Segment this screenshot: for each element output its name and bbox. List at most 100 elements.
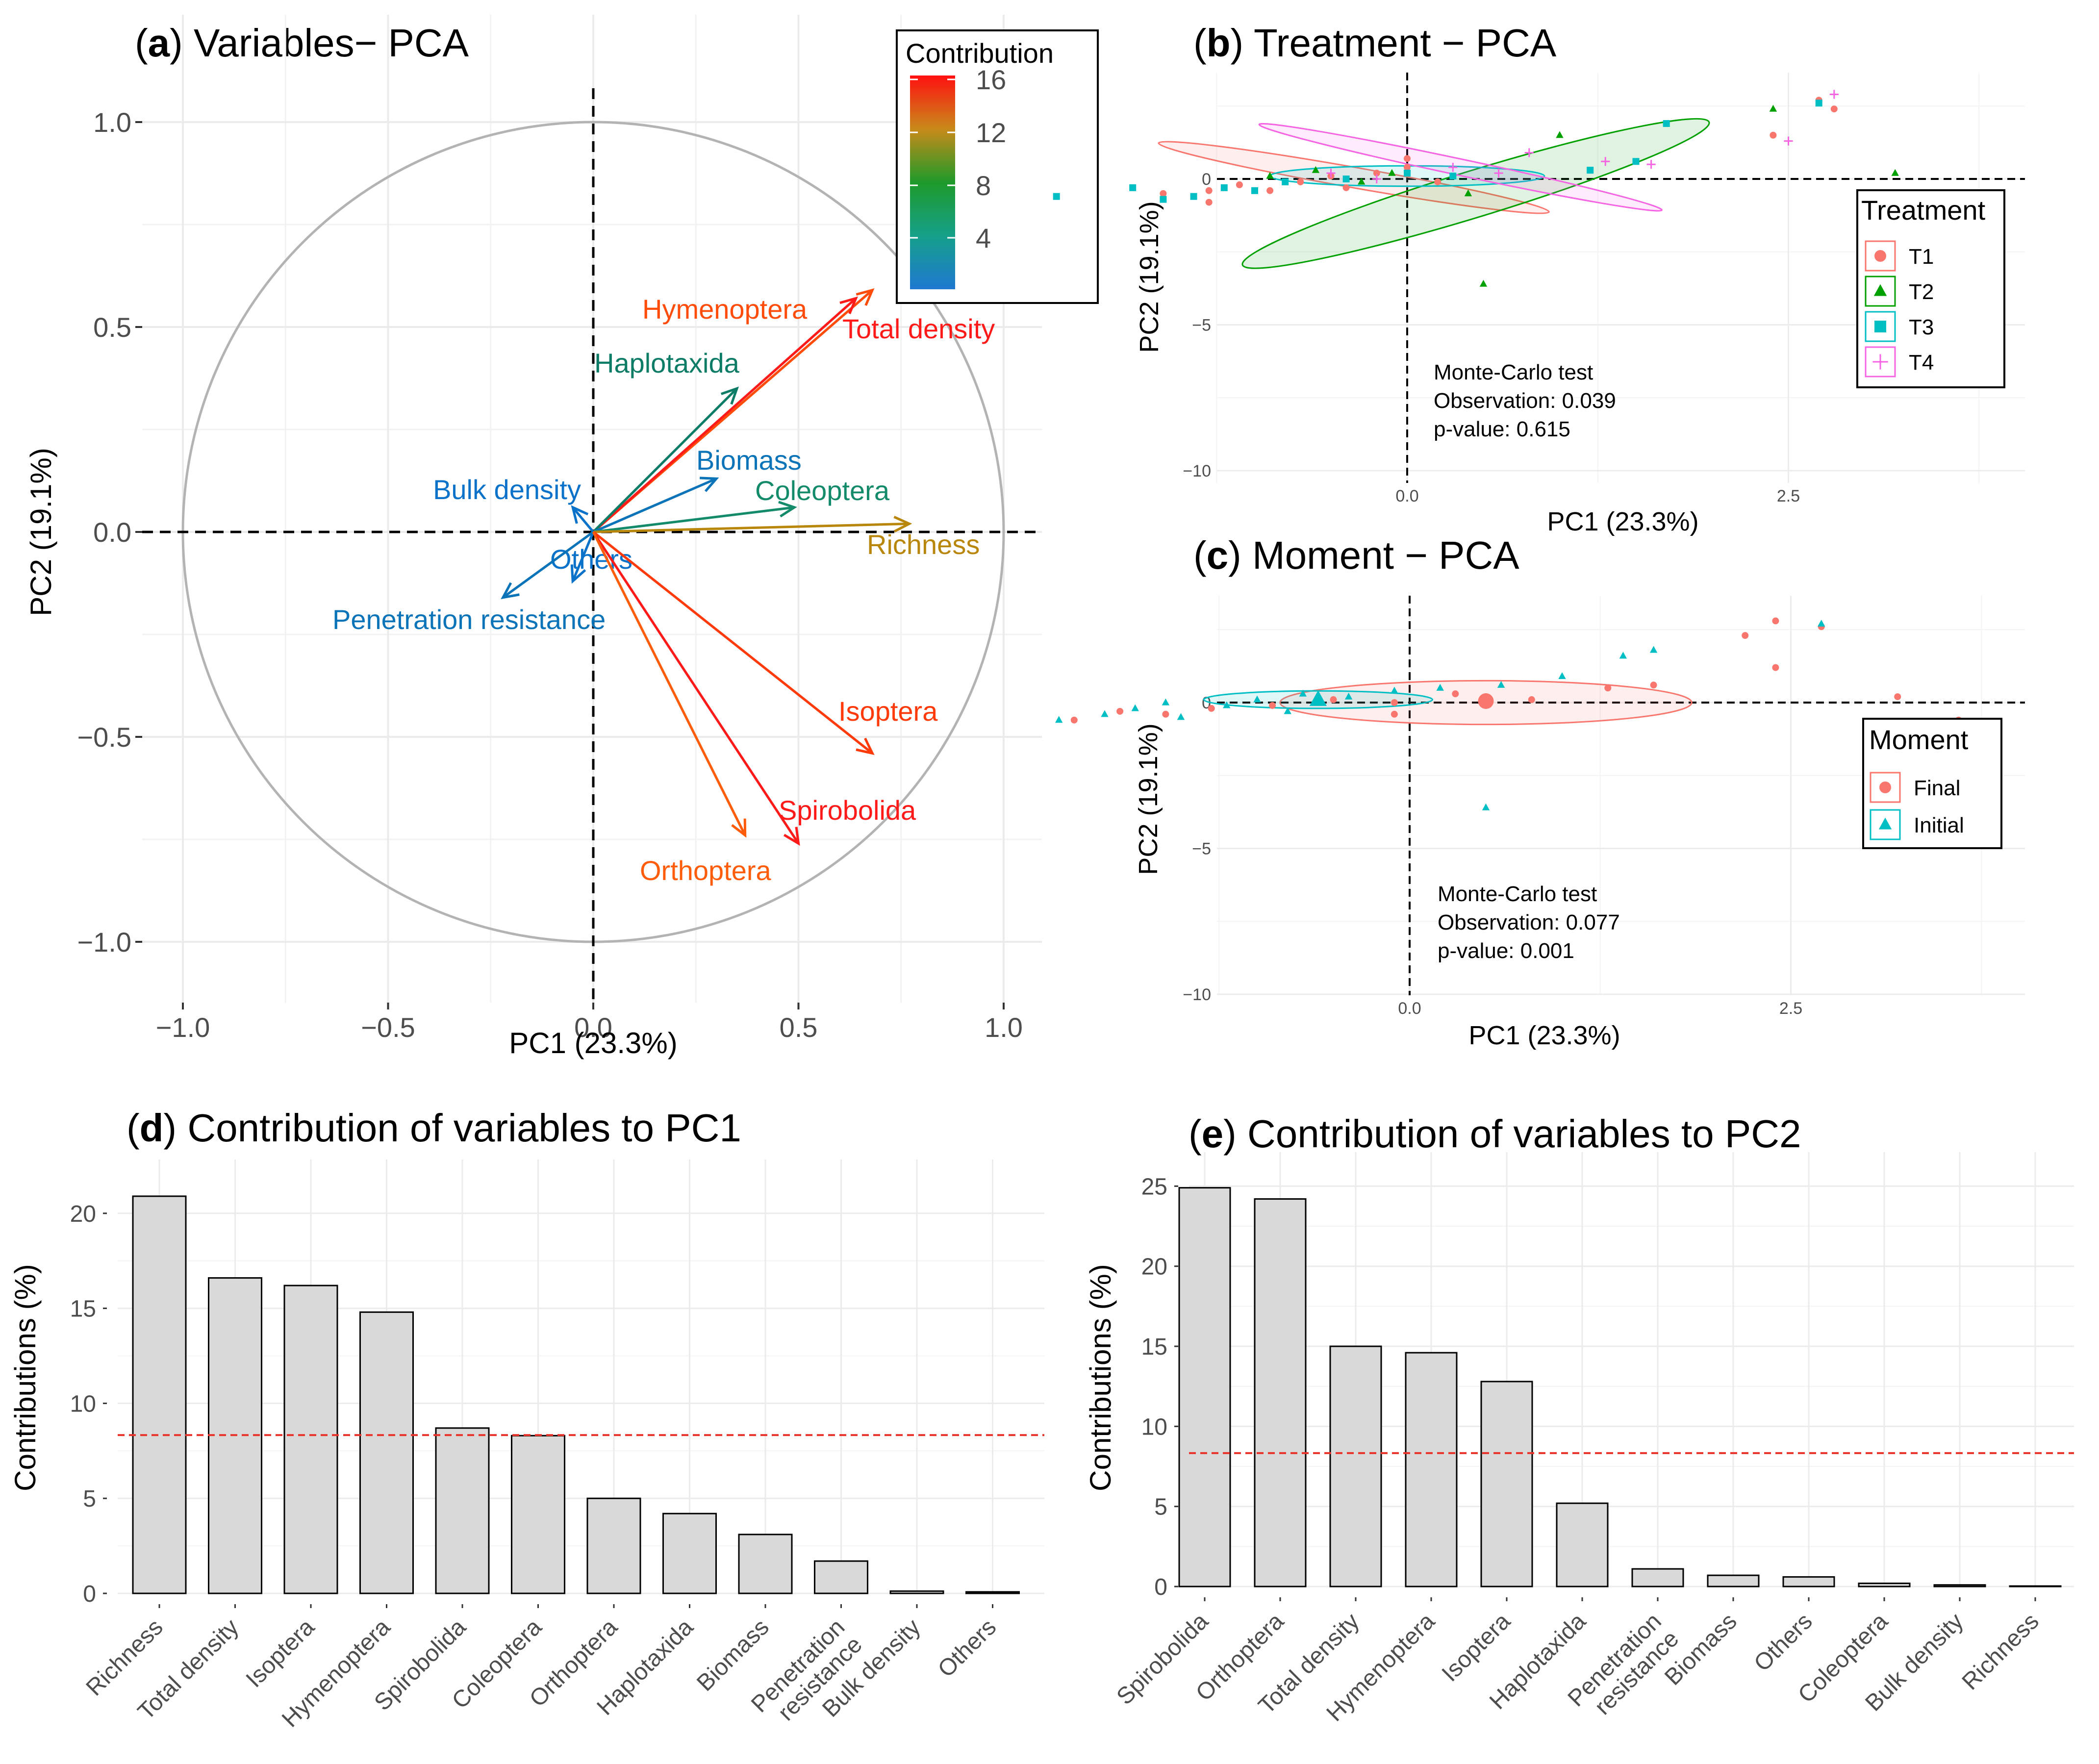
point-final xyxy=(1894,693,1901,701)
y-tick-label: −5 xyxy=(1192,316,1211,335)
point-t3 xyxy=(1815,100,1822,107)
point-initial xyxy=(1497,680,1505,688)
panel-b-x-axis-label: PC1 (23.3%) xyxy=(1547,507,1698,536)
panel-d-title-letter: d xyxy=(140,1106,164,1150)
panel-a-variable-arrows: Hymenoptera Total density Haplotaxida Bioma… xyxy=(332,288,995,886)
point-initial xyxy=(1162,698,1170,706)
panel-e-title-rest: ) Contribution of variables to PC2 xyxy=(1223,1112,1801,1156)
legend-ticks: 4 8 12 16 xyxy=(910,64,1006,253)
panel-d-y-axis-label: Contributions (%) xyxy=(9,1264,42,1491)
legend-items: T1 T2 T3 T4 xyxy=(1865,240,1934,378)
y-tick-label: −1.0 xyxy=(77,927,131,958)
bar-bulk-density xyxy=(889,1590,944,1594)
point-initial xyxy=(1223,701,1231,708)
legend-key-t3 xyxy=(1874,321,1886,332)
bar-orthoptera xyxy=(1254,1198,1307,1588)
y-tick-label: 0.5 xyxy=(93,312,131,343)
bar-isoptera xyxy=(1480,1381,1533,1588)
bar-hymenoptera xyxy=(359,1311,414,1594)
bar-hymenoptera xyxy=(1405,1352,1458,1588)
arrowhead-penetration-resistance xyxy=(501,582,520,600)
legend-key-t4 xyxy=(1872,354,1888,370)
legend-label-t3: T3 xyxy=(1909,315,1934,339)
point-t3 xyxy=(1129,184,1137,191)
point-t1 xyxy=(1830,105,1838,113)
legend-label-final: Final xyxy=(1914,776,1960,800)
point-t3 xyxy=(1282,178,1289,185)
bar-others xyxy=(965,1591,1020,1594)
x-tick-label: 1.0 xyxy=(985,1012,1023,1043)
arrow-penetration-resistance xyxy=(502,530,594,599)
arrowhead-spirobolida xyxy=(784,827,800,846)
point-t2 xyxy=(1479,279,1488,287)
point-t2 xyxy=(1358,177,1366,185)
point-initial xyxy=(1482,803,1490,810)
arrow-total-density xyxy=(592,297,857,533)
x-tick-label: 0.0 xyxy=(574,1012,612,1043)
point-final xyxy=(1391,710,1398,718)
point-t1 xyxy=(1342,184,1350,191)
point-initial xyxy=(1284,707,1291,714)
point-final xyxy=(1604,684,1612,692)
arrow-others xyxy=(571,531,595,582)
y-tick-label: 1.0 xyxy=(93,107,131,138)
monte-carlo-title: Monte-Carlo test xyxy=(1434,360,1593,384)
bar-penetration-resistance xyxy=(1631,1568,1684,1588)
x-tick-label: −0.5 xyxy=(361,1012,415,1043)
y-tick-label: 15 xyxy=(1141,1334,1167,1360)
y-tick-label: 10 xyxy=(1141,1414,1167,1440)
point-final xyxy=(1772,617,1779,625)
monte-carlo-observation: Observation: 0.077 xyxy=(1438,910,1620,934)
point-t4 xyxy=(1326,169,1336,178)
label-bulk-density: Bulk density xyxy=(433,474,581,505)
arrowhead-isoptera xyxy=(856,737,875,756)
legend-label-t4: T4 xyxy=(1909,351,1934,375)
point-initial xyxy=(1131,704,1139,711)
panel-b-y-axis-label: PC2 (19.1%) xyxy=(1135,201,1164,353)
panel-e-pc2-contributions: (e) Contribution of variables to PC2 0 5 1… xyxy=(1084,1112,2074,1727)
panel-b-title-rest: ) Treatment − PCA xyxy=(1231,21,1557,65)
point-t1 xyxy=(1160,190,1167,197)
point-t2 xyxy=(1891,169,1899,176)
x-tick-label-isoptera: Isoptera xyxy=(241,1614,320,1692)
arrowhead-bulk-density xyxy=(571,505,589,524)
point-t2 xyxy=(1266,172,1274,179)
bar-isoptera xyxy=(283,1285,338,1594)
point-initial xyxy=(1436,683,1444,691)
label-isoptera: Isoptera xyxy=(838,696,938,727)
legend-tick-label: 12 xyxy=(976,117,1006,148)
label-penetration-resistance: Penetration resistance xyxy=(332,604,606,635)
legend-key-t1 xyxy=(1874,250,1886,262)
monte-carlo-observation: Observation: 0.039 xyxy=(1434,389,1616,413)
point-t1 xyxy=(1373,170,1380,177)
x-tick-label: 2.5 xyxy=(1779,999,1802,1018)
point-initial xyxy=(1101,710,1109,717)
point-t4 xyxy=(1829,90,1839,99)
point-final xyxy=(1116,707,1124,715)
y-tick-label: −0.5 xyxy=(77,722,131,753)
legend-key-initial xyxy=(1878,817,1892,830)
panel-e-y-axis-label: Contributions (%) xyxy=(1084,1264,1117,1491)
arrow-coleoptera xyxy=(593,506,795,533)
x-tick-label-isoptera: Isoptera xyxy=(1437,1608,1516,1687)
x-tick-label: 0.5 xyxy=(780,1012,818,1043)
monte-carlo-pvalue: p-value: 0.001 xyxy=(1438,939,1574,963)
x-tick-label: 2.5 xyxy=(1777,487,1800,505)
panel-b-legend: Treatment T1 T2 T3 T4 xyxy=(1856,189,2005,388)
panel-a-contribution-legend: Contribution 4 8 12 16 xyxy=(896,29,1099,304)
legend-title: Treatment xyxy=(1861,195,1986,226)
y-tick-label: 5 xyxy=(1154,1494,1167,1520)
centroid-final xyxy=(1478,693,1494,709)
bar-coleoptera xyxy=(1858,1582,1911,1588)
point-t3 xyxy=(1251,187,1258,194)
point-initial xyxy=(1818,619,1825,627)
bar-penetration-resistance xyxy=(814,1560,868,1594)
panel-c-moment-pca: (c) Moment − PCA 0.02.55.0−10−50 PC1 (23… xyxy=(1055,533,2025,1050)
point-initial xyxy=(1253,695,1261,703)
label-hymenoptera: Hymenoptera xyxy=(642,294,808,325)
point-initial xyxy=(1558,672,1566,680)
point-final xyxy=(1650,681,1657,689)
bar-haplotaxida xyxy=(1556,1502,1609,1588)
y-tick-label: 15 xyxy=(70,1296,96,1322)
